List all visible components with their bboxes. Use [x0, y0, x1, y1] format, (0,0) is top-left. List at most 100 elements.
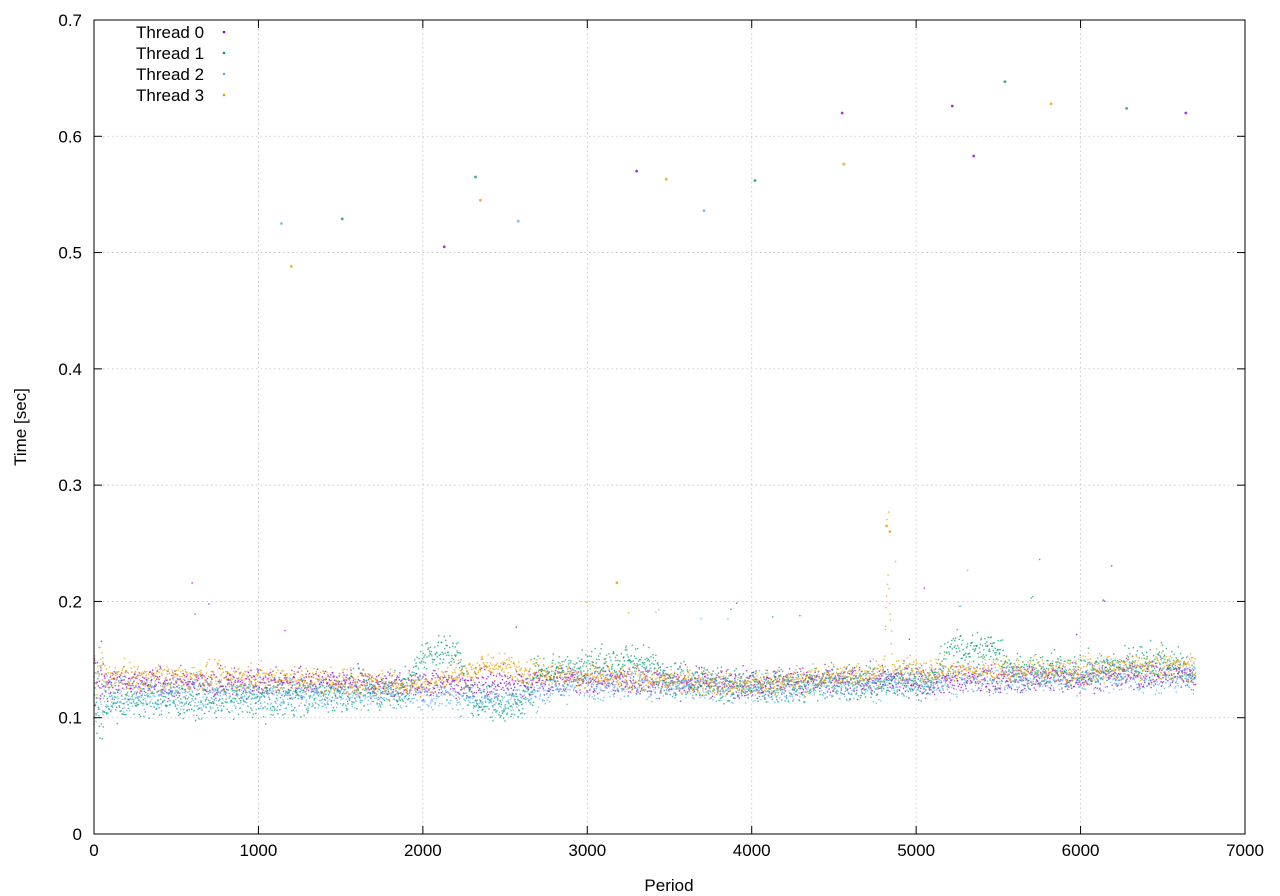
- data-point: [776, 681, 778, 683]
- data-point: [322, 681, 325, 684]
- data-point: [657, 684, 660, 686]
- data-point: [282, 687, 285, 689]
- data-point: [1129, 653, 1131, 655]
- data-point: [432, 669, 435, 672]
- data-point: [1132, 647, 1135, 649]
- data-point: [524, 696, 527, 699]
- data-point: [581, 649, 584, 651]
- data-point: [520, 701, 522, 703]
- data-point: [1101, 661, 1103, 663]
- data-point: [1023, 663, 1026, 666]
- data-point: [876, 688, 878, 690]
- data-point: [1099, 669, 1101, 671]
- data-point: [290, 689, 292, 692]
- data-point: [188, 708, 190, 711]
- data-point: [470, 679, 473, 681]
- data-point: [232, 697, 234, 700]
- data-point: [313, 697, 316, 700]
- data-point: [383, 699, 386, 702]
- data-point: [718, 699, 720, 702]
- data-point: [138, 672, 141, 674]
- data-point: [912, 684, 915, 687]
- data-point: [106, 706, 108, 709]
- data-point: [398, 676, 400, 679]
- data-point: [761, 695, 764, 697]
- data-point: [184, 703, 186, 705]
- data-point: [490, 671, 492, 674]
- data-point: [733, 697, 735, 699]
- data-point: [219, 695, 221, 697]
- data-point: [994, 663, 996, 665]
- data-point: [946, 674, 948, 677]
- data-point: [563, 682, 566, 685]
- data-point: [109, 681, 111, 683]
- data-point: [541, 685, 544, 688]
- data-point: [295, 690, 297, 692]
- data-point: [897, 682, 900, 684]
- data-point: [623, 656, 625, 658]
- data-point: [964, 659, 966, 662]
- data-point: [864, 688, 866, 691]
- data-point: [248, 687, 250, 689]
- data-point: [99, 687, 101, 689]
- data-point: [838, 677, 840, 679]
- data-point: [136, 695, 139, 698]
- data-point: [478, 681, 480, 683]
- data-point: [246, 686, 249, 689]
- data-point: [888, 682, 891, 685]
- data-point: [94, 704, 97, 706]
- data-point: [161, 690, 163, 693]
- data-point: [660, 669, 662, 671]
- data-point: [995, 688, 997, 691]
- data-point: [944, 679, 947, 681]
- data-point: [973, 650, 976, 652]
- data-point: [393, 682, 395, 684]
- data-point: [677, 678, 679, 680]
- data-point: [1046, 677, 1049, 679]
- data-point: [1086, 682, 1088, 684]
- data-point: [201, 703, 204, 705]
- data-point: [101, 673, 103, 675]
- data-point: [593, 679, 595, 682]
- data-point: [1103, 659, 1105, 662]
- data-point: [242, 690, 245, 693]
- data-point: [269, 709, 271, 711]
- data-point: [505, 707, 507, 709]
- data-point: [692, 684, 695, 687]
- data-point: [240, 689, 243, 691]
- data-point: [233, 676, 235, 679]
- data-point: [301, 680, 303, 683]
- data-point: [125, 701, 127, 703]
- data-point: [131, 695, 133, 698]
- data-point: [492, 682, 494, 684]
- data-point: [654, 667, 656, 669]
- data-point: [1011, 675, 1013, 678]
- data-point: [152, 685, 154, 688]
- data-point: [206, 688, 208, 691]
- data-point: [311, 696, 313, 698]
- data-point: [264, 676, 267, 678]
- data-point: [763, 682, 766, 684]
- data-point: [734, 697, 736, 699]
- data-point: [603, 658, 606, 661]
- data-point: [1024, 685, 1027, 687]
- data-point: [871, 690, 874, 692]
- data-point: [273, 707, 276, 709]
- data-point: [818, 675, 820, 678]
- data-point: [339, 691, 341, 693]
- data-point: [419, 691, 422, 694]
- data-point: [319, 699, 321, 702]
- data-point: [552, 689, 554, 692]
- data-point: [642, 644, 645, 646]
- data-point: [248, 683, 250, 686]
- data-point: [639, 690, 642, 693]
- data-point: [1088, 673, 1090, 675]
- data-point: [121, 707, 124, 710]
- data-point: [311, 688, 313, 690]
- data-point: [453, 688, 456, 690]
- data-point: [933, 686, 935, 688]
- data-point: [625, 647, 627, 649]
- data-point: [1185, 672, 1187, 675]
- data-point: [1081, 678, 1083, 681]
- data-point: [883, 688, 885, 690]
